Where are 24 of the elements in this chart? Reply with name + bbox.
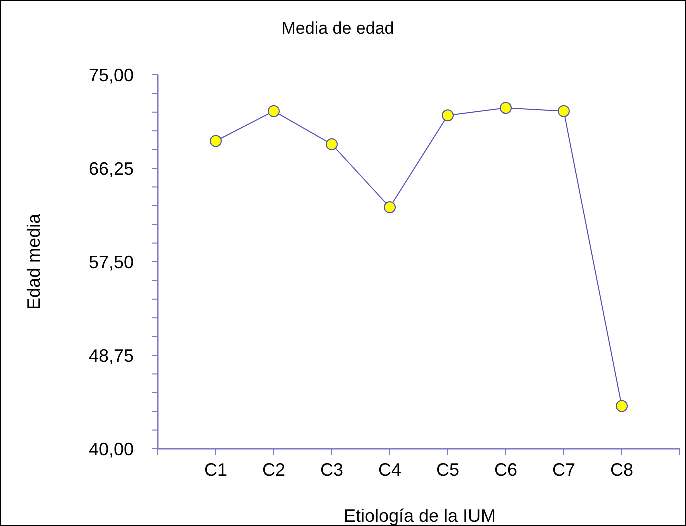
- chart-title: Media de edad: [282, 19, 394, 38]
- y-axis-title: Edad media: [24, 212, 44, 310]
- y-tick-label: 66,25: [88, 158, 134, 179]
- y-tick-label: 75,00: [88, 65, 134, 86]
- y-tick-label: 40,00: [88, 439, 134, 460]
- x-tick-label: C5: [436, 460, 460, 480]
- x-tick-label: C1: [204, 460, 228, 480]
- point: [616, 400, 628, 412]
- x-tick-label: C8: [610, 460, 634, 480]
- point: [442, 110, 454, 122]
- point: [500, 102, 512, 114]
- x-tick-label: C3: [320, 460, 344, 480]
- y-tick-label: 48,75: [88, 346, 134, 366]
- x-tick-label: C7: [552, 460, 576, 480]
- point: [326, 138, 338, 150]
- point: [384, 202, 396, 214]
- y-tick-label: 57,50: [88, 252, 134, 272]
- point: [268, 105, 280, 118]
- x-tick-label: C2: [262, 460, 286, 480]
- x-tick-label: C6: [494, 460, 518, 480]
- point: [210, 135, 222, 148]
- x-axis-title: Etiología de la IUM: [344, 506, 496, 526]
- point: [558, 105, 570, 118]
- x-tick-label: C4: [378, 460, 402, 480]
